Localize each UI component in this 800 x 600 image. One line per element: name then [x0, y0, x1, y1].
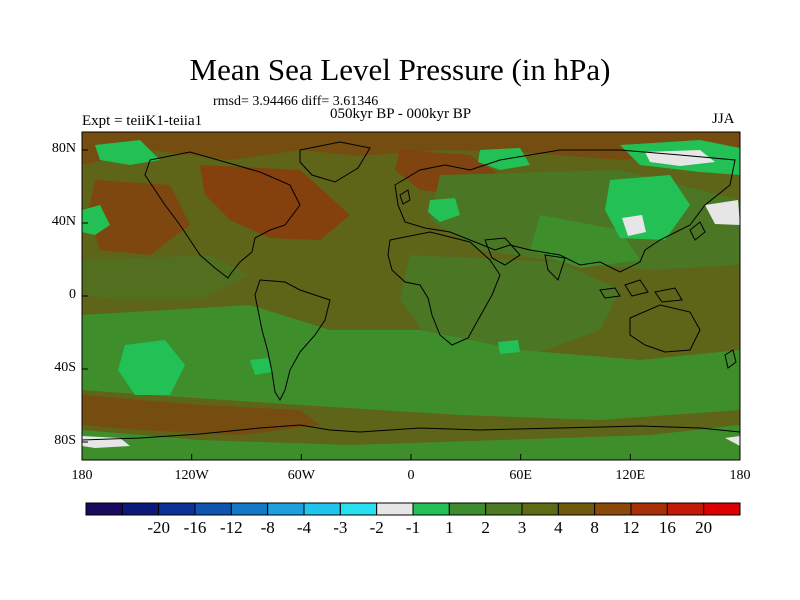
- colorbar-label: -16: [183, 518, 207, 537]
- lon-tick-label: 120E: [615, 468, 646, 483]
- coastlines: [82, 141, 740, 441]
- colorbar-swatch: [521, 502, 559, 516]
- eurasia-coast: [394, 149, 736, 273]
- colorbar-swatch: [85, 502, 123, 516]
- south-pacific-low: [118, 340, 185, 395]
- colorbar-swatch: [121, 502, 160, 516]
- okhotsk-near-zero: [705, 200, 740, 225]
- north-america-coast: [144, 151, 301, 279]
- colorbar-label: 3: [517, 518, 527, 537]
- manchuria-near-zero: [622, 215, 646, 236]
- colorbar-label: -1: [405, 518, 421, 537]
- colorbar-label: -3: [333, 518, 348, 537]
- colorbar-swatch: [485, 502, 523, 516]
- new-zealand-coast: [724, 349, 737, 369]
- colorbar-swatch: [376, 502, 414, 516]
- antarctic-near-zero-east: [725, 436, 740, 446]
- lat-tick-label: 0: [69, 287, 76, 302]
- colorbar-swatch: [158, 502, 196, 516]
- colorbar-label: 12: [622, 518, 640, 537]
- japan-coast: [689, 221, 706, 241]
- africa-indian-mid: [400, 255, 620, 360]
- colorbar-label: -12: [219, 518, 243, 537]
- axis-ticks: [81, 149, 741, 460]
- lon-tick-label: 60E: [509, 468, 532, 483]
- colorbar-label: 20: [695, 518, 713, 537]
- greenland-coast: [299, 141, 371, 183]
- antarctica-coast: [82, 424, 740, 441]
- lat-tick-label: 40N: [51, 214, 76, 229]
- north-pacific-low: [82, 205, 110, 235]
- colorbar-label: 16: [658, 518, 676, 537]
- season-label: JJA: [712, 111, 735, 127]
- colorbar-swatch: [194, 502, 232, 516]
- lat-tick-label: 80N: [51, 141, 76, 156]
- colorbar-swatch: [339, 502, 378, 516]
- colorbar: [85, 502, 741, 516]
- south-america-coast: [254, 279, 331, 402]
- colorbar-label: -8: [260, 518, 275, 537]
- colorbar-swatch: [267, 502, 305, 516]
- scandinavia-low: [428, 198, 460, 222]
- stats-label: rmsd= 3.94466 diff= 3.61346: [213, 94, 379, 109]
- colorbar-label: -20: [147, 518, 170, 537]
- colorbar-swatch: [230, 502, 269, 516]
- southern-ocean-mid: [82, 305, 740, 420]
- colorbar-label: 8: [590, 518, 599, 537]
- arctic-canada-low: [95, 140, 160, 165]
- lon-tick-label: 0: [407, 468, 415, 483]
- colorbar-swatch: [412, 502, 450, 516]
- colorbar-label: -4: [296, 518, 312, 537]
- south-pacific-high: [82, 395, 320, 435]
- colorbar-swatch: [303, 502, 341, 516]
- colorbar-swatch: [557, 502, 596, 516]
- colorbar-label: 2: [481, 518, 490, 537]
- colorbar-label: 1: [445, 518, 454, 537]
- south-atlantic-low: [250, 358, 272, 375]
- tropical-pacific-mid: [82, 255, 250, 300]
- colorbar-swatch: [630, 502, 668, 516]
- india-coast: [544, 254, 566, 281]
- lon-tick-label: 60W: [287, 468, 315, 483]
- lat-tick-label: 80S: [54, 433, 76, 448]
- colorbar-swatch: [448, 502, 487, 516]
- south-indian-low: [498, 340, 520, 354]
- antarctic-low: [82, 425, 740, 460]
- colorbar-swatch: [594, 502, 632, 516]
- colorbar-label: 4: [554, 518, 563, 537]
- north-pacific-high: [88, 180, 190, 255]
- colorbar-label: -2: [369, 518, 384, 537]
- pressure-field: [82, 132, 740, 460]
- maritime-continent-coast: [599, 279, 683, 303]
- lon-tick-label: 120W: [174, 468, 209, 483]
- arctic-high-region: [82, 132, 740, 165]
- australia-coast: [629, 304, 701, 353]
- africa-coast: [387, 231, 501, 346]
- experiment-label: Expt = teiiK1-teiia1: [82, 113, 203, 129]
- arabia-coast: [484, 237, 521, 266]
- lon-tick-label: 180: [729, 468, 751, 483]
- lon-tick-label: 180: [71, 468, 93, 483]
- lat-tick-label: 40S: [54, 360, 76, 375]
- north-atlantic-high: [200, 165, 350, 240]
- plot-title: Mean Sea Level Pressure (in hPa): [189, 52, 611, 87]
- colorbar-swatch: [666, 502, 705, 516]
- colorbar-swatch: [703, 502, 741, 516]
- period-label: 050kyr BP - 000kyr BP: [330, 106, 472, 122]
- uk-coast: [399, 189, 411, 205]
